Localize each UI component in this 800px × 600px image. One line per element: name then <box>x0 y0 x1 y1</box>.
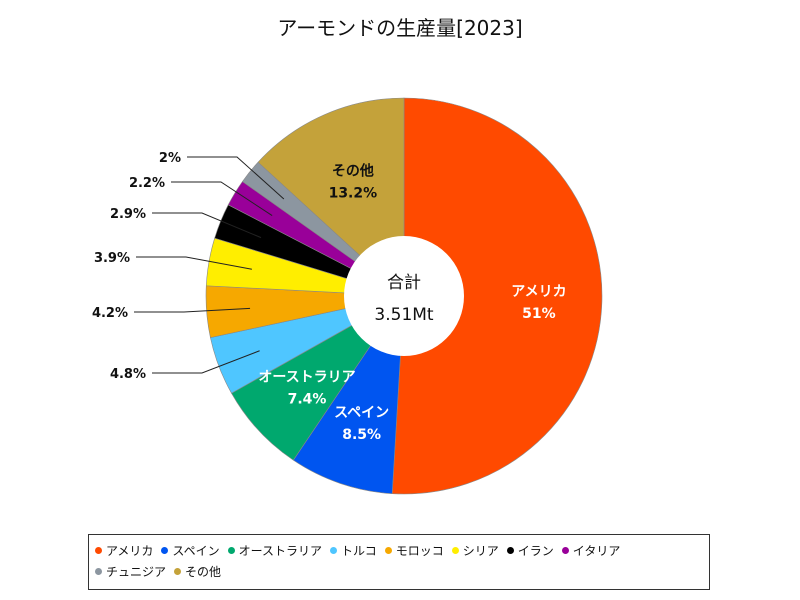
legend-label: その他 <box>185 565 222 579</box>
legend-swatch <box>95 547 102 554</box>
legend-item: その他 <box>174 561 221 582</box>
legend-item: モロッコ <box>384 540 444 561</box>
slice-value-label: 3.9% <box>94 251 130 266</box>
slice-value-label: 51% <box>522 306 556 322</box>
legend-swatch <box>329 547 337 554</box>
slice-value-label: 7.4% <box>288 392 327 408</box>
legend-item: スペイン <box>161 540 220 561</box>
slice-name-label: その他 <box>332 163 374 180</box>
slice-value-label: 13.2% <box>329 186 378 202</box>
leader-line <box>134 307 251 313</box>
slice-labels: アメリカ 51% スペイン 8.5% オーストラリア 7.4% 4.8% 4.2% 3.9% 2.… <box>92 151 567 443</box>
legend-swatch <box>451 547 459 554</box>
legend-label: オーストラリア <box>238 544 322 558</box>
chart-title: アーモンドの生産量[2023] <box>277 16 523 40</box>
legend: アメリカ スペイン オーストラリア トルコ モロッコ シリア イラン イタリアチュニジア その他 <box>88 534 710 590</box>
slice-value-label: 8.5% <box>342 427 381 443</box>
legend-item: イラン <box>506 540 554 561</box>
legend-label: チュニジア <box>106 565 167 579</box>
slice-name-label: オーストラリア <box>258 370 355 386</box>
legend-swatch <box>506 547 514 554</box>
legend-swatch <box>161 547 169 554</box>
legend-swatch <box>227 547 235 554</box>
slice-value-label: 2.9% <box>110 207 146 222</box>
slice-name-label: アメリカ <box>511 284 566 300</box>
leader-line <box>152 212 262 239</box>
legend-swatch <box>384 547 392 554</box>
legend-item: イタリア <box>561 540 621 561</box>
legend-item: シリア <box>451 540 499 561</box>
slice-value-label: 4.8% <box>110 367 146 382</box>
center-label-total: 3.51Mt <box>374 305 434 325</box>
donut-hole <box>344 236 464 356</box>
legend-label: イタリア <box>572 544 621 558</box>
slice-value-label: 2% <box>159 151 181 166</box>
legend-label: モロッコ <box>395 544 444 558</box>
legend-label: シリア <box>462 544 499 558</box>
legend-item: トルコ <box>329 540 377 561</box>
pie-slice-0 <box>391 97 603 495</box>
slice-value-label: 2.2% <box>129 176 165 191</box>
legend-item: チュニジア <box>95 561 166 582</box>
legend-item: オーストラリア <box>227 540 322 561</box>
legend-swatch <box>95 568 102 575</box>
pie-slice-9 <box>257 97 405 297</box>
leader-line <box>152 350 260 374</box>
leader-line <box>171 181 273 217</box>
legend-swatch <box>174 568 182 575</box>
legend-label: アメリカ <box>106 544 154 558</box>
slice-name-label: スペイン <box>334 405 389 421</box>
slice-value-label: 4.2% <box>92 306 128 321</box>
legend-label: スペイン <box>172 544 220 558</box>
leader-line <box>136 256 252 270</box>
legend-label: イラン <box>517 544 554 558</box>
legend-item: アメリカ <box>95 540 153 561</box>
legend-label: トルコ <box>340 544 377 558</box>
leader-line <box>187 156 285 200</box>
legend-swatch <box>561 547 569 554</box>
center-label-title: 合計 <box>387 273 421 293</box>
